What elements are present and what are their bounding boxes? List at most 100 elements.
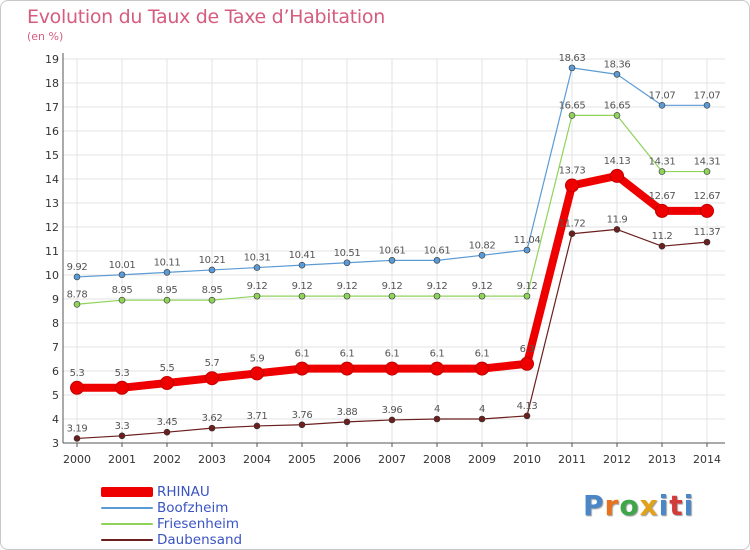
x-tick-label: 2005: [288, 453, 316, 466]
logo-letter: i: [658, 489, 670, 522]
data-label: 10.51: [334, 248, 361, 259]
data-point: [613, 71, 621, 78]
legend-label: Daubensand: [157, 532, 243, 548]
series-daubensand: [73, 226, 711, 442]
y-tick-label: 8: [52, 317, 59, 330]
data-label: 16.65: [604, 100, 631, 111]
data-label: 13.73: [559, 165, 586, 176]
data-point: [703, 168, 711, 175]
data-label: 10.11: [154, 257, 181, 268]
data-label: 8.95: [202, 285, 223, 296]
x-tick-label: 2006: [333, 453, 361, 466]
legend-item-friesenheim: Friesenheim: [101, 516, 242, 532]
data-label: 4.13: [517, 401, 538, 412]
data-point: [523, 246, 531, 254]
data-point: [70, 380, 84, 395]
data-label: 5.5: [160, 363, 175, 374]
y-tick-label: 17: [45, 101, 59, 114]
data-point: [433, 415, 441, 423]
y-tick-label: 4: [52, 413, 59, 426]
legend-swatch: [101, 539, 153, 541]
data-point: [610, 168, 624, 183]
y-tick-label: 11: [45, 245, 59, 258]
proxiti-logo: Proxiti: [583, 489, 694, 522]
legend-label: Boofzheim: [157, 500, 229, 516]
data-point: [433, 292, 441, 300]
data-label: 11.37: [694, 227, 721, 238]
data-point: [295, 361, 309, 376]
data-point: [388, 292, 396, 300]
x-tick-label: 2001: [108, 453, 136, 466]
y-unit-label: (en %): [27, 30, 64, 43]
y-tick-label: 16: [45, 125, 59, 138]
data-point: [73, 300, 81, 308]
data-label: 8.95: [157, 285, 178, 296]
data-label: 9.12: [382, 281, 403, 292]
data-label: 3.19: [67, 423, 88, 434]
x-tick-label: 2000: [63, 453, 91, 466]
data-label: 3.62: [202, 413, 223, 424]
legend-swatch: [101, 507, 153, 509]
x-tick-label: 2011: [558, 453, 586, 466]
data-point: [520, 356, 534, 371]
legend-item-daubensand: Daubensand: [101, 532, 242, 548]
data-label: 17.07: [694, 90, 721, 101]
data-point: [568, 230, 576, 238]
data-point: [343, 292, 351, 300]
data-label: 14.31: [694, 157, 721, 168]
y-tick-label: 14: [45, 173, 59, 186]
data-label: 11.2: [652, 231, 673, 242]
data-label: 6.1: [340, 349, 355, 360]
data-point: [163, 296, 171, 304]
logo-letter: r: [604, 489, 620, 522]
series-friesenheim: [73, 112, 711, 308]
data-point: [205, 371, 219, 386]
x-tick-label: 2002: [153, 453, 181, 466]
logo-letter: x: [639, 489, 659, 522]
data-point: [208, 296, 216, 304]
logo-letter: o: [619, 489, 640, 522]
chart-title: Evolution du Taux de Taxe d’Habitation: [27, 6, 385, 28]
data-point: [298, 421, 306, 429]
data-point: [208, 266, 216, 274]
data-point: [658, 242, 666, 250]
data-label: 3.3: [115, 421, 130, 432]
data-point: [700, 203, 714, 218]
data-label: 11.04: [514, 235, 541, 246]
data-label: 10.21: [199, 255, 226, 266]
data-point: [253, 292, 261, 300]
data-label: 9.12: [517, 281, 538, 292]
data-point: [73, 435, 81, 442]
data-point: [343, 259, 351, 267]
data-point: [160, 376, 174, 390]
data-label: 3.71: [247, 411, 268, 422]
series-rhinau: [70, 168, 714, 395]
legend-item-boofzheim: Boofzheim: [101, 500, 242, 516]
data-point: [115, 380, 129, 395]
y-tick-label: 6: [52, 365, 59, 378]
x-tick-label: 2003: [198, 453, 226, 466]
data-label: 18.36: [604, 59, 631, 70]
data-point: [208, 424, 216, 432]
data-label: 6.1: [475, 349, 490, 360]
data-point: [703, 238, 711, 246]
data-label: 10.31: [244, 253, 271, 264]
data-label: 10.61: [379, 245, 406, 256]
data-point: [703, 102, 711, 109]
series-group: [70, 64, 714, 442]
data-label: 10.01: [109, 260, 136, 271]
x-tick-label: 2010: [513, 453, 541, 466]
data-point: [478, 252, 486, 259]
data-label: 5.3: [70, 368, 85, 379]
data-point: [658, 102, 666, 109]
data-label: 9.12: [337, 281, 358, 292]
data-point: [568, 112, 576, 119]
data-label: 10.61: [424, 245, 451, 256]
y-tick-label: 12: [45, 221, 59, 234]
data-point: [253, 422, 261, 430]
legend-swatch: [101, 487, 153, 497]
y-tick-label: 13: [45, 197, 59, 210]
x-tick-label: 2009: [468, 453, 496, 466]
